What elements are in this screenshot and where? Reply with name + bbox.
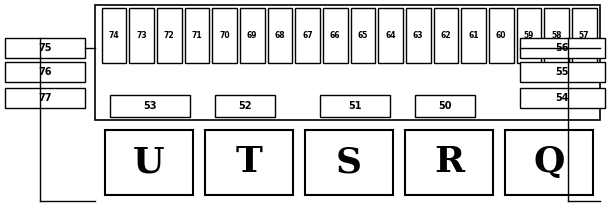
- Text: 54: 54: [556, 93, 569, 103]
- Text: 76: 76: [38, 67, 52, 77]
- Bar: [5, 88, 85, 108]
- Text: 60: 60: [496, 31, 506, 40]
- Bar: [323, 8, 348, 63]
- Bar: [205, 130, 293, 195]
- Bar: [240, 8, 265, 63]
- Bar: [505, 130, 593, 195]
- Text: 62: 62: [440, 31, 451, 40]
- Text: 74: 74: [109, 31, 119, 40]
- Bar: [5, 38, 85, 58]
- Text: 61: 61: [468, 31, 479, 40]
- Text: 67: 67: [302, 31, 313, 40]
- Text: 71: 71: [192, 31, 202, 40]
- Bar: [517, 8, 541, 63]
- Text: 75: 75: [38, 43, 52, 53]
- Bar: [572, 8, 597, 63]
- Text: 70: 70: [219, 31, 230, 40]
- Bar: [110, 95, 190, 117]
- Bar: [157, 8, 182, 63]
- Text: 51: 51: [348, 101, 362, 111]
- Text: 59: 59: [523, 31, 534, 40]
- Text: U: U: [133, 145, 165, 180]
- Text: 77: 77: [38, 93, 52, 103]
- Text: 58: 58: [551, 31, 562, 40]
- Bar: [405, 130, 493, 195]
- Text: T: T: [235, 145, 262, 180]
- Text: 56: 56: [556, 43, 569, 53]
- Text: Q: Q: [533, 145, 565, 180]
- Bar: [406, 8, 431, 63]
- Text: 69: 69: [247, 31, 257, 40]
- Bar: [184, 8, 209, 63]
- Bar: [520, 38, 605, 58]
- Bar: [351, 8, 375, 63]
- Bar: [101, 8, 126, 63]
- Text: 66: 66: [330, 31, 340, 40]
- Text: 52: 52: [239, 101, 252, 111]
- Text: 73: 73: [136, 31, 147, 40]
- Bar: [320, 95, 390, 117]
- Bar: [212, 8, 237, 63]
- Bar: [5, 62, 85, 82]
- Text: 53: 53: [143, 101, 157, 111]
- Bar: [295, 8, 320, 63]
- Bar: [434, 8, 458, 63]
- Bar: [544, 8, 569, 63]
- Text: 68: 68: [274, 31, 285, 40]
- Bar: [105, 130, 193, 195]
- Text: 64: 64: [386, 31, 396, 40]
- Bar: [95, 5, 600, 120]
- Bar: [129, 8, 154, 63]
- Bar: [520, 88, 605, 108]
- Text: 50: 50: [438, 101, 452, 111]
- Bar: [461, 8, 486, 63]
- Bar: [305, 130, 393, 195]
- Text: 72: 72: [164, 31, 174, 40]
- Text: 55: 55: [556, 67, 569, 77]
- Bar: [378, 8, 403, 63]
- Text: S: S: [336, 145, 362, 180]
- Text: 57: 57: [579, 31, 589, 40]
- Text: 65: 65: [357, 31, 368, 40]
- Bar: [215, 95, 275, 117]
- Text: R: R: [434, 145, 464, 180]
- Bar: [415, 95, 475, 117]
- Text: 63: 63: [413, 31, 423, 40]
- Bar: [520, 62, 605, 82]
- Bar: [268, 8, 292, 63]
- Bar: [489, 8, 514, 63]
